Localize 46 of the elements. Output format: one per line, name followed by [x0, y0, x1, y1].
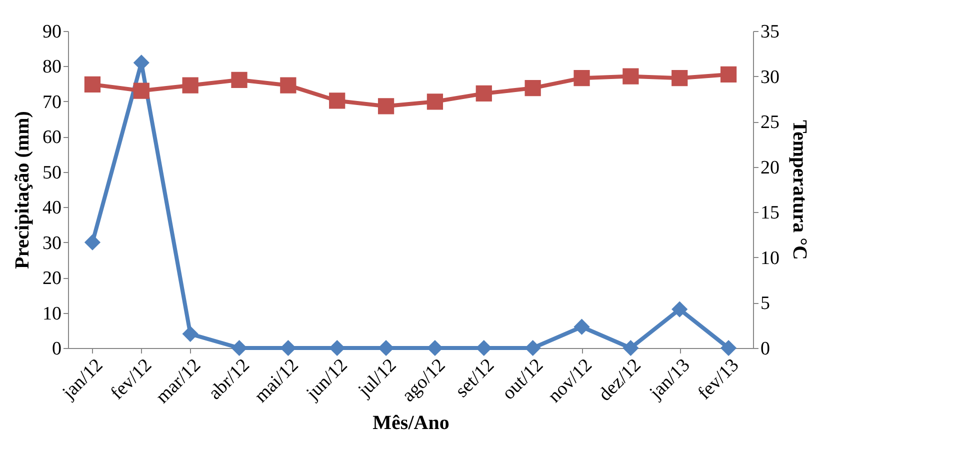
- y-tick-label: 70: [42, 92, 62, 113]
- point: [622, 340, 639, 356]
- point: [574, 70, 590, 86]
- point: [672, 301, 688, 318]
- point: [133, 82, 150, 99]
- y2-tick-label: 10: [760, 248, 780, 269]
- y-axis-title: Precipitação (mm): [12, 111, 34, 269]
- y2-tick-label: 25: [760, 112, 780, 134]
- y2-tick-label: 35: [760, 22, 780, 42]
- point: [622, 68, 639, 84]
- y2-tick-label: 5: [760, 293, 770, 314]
- y-tick-label: 60: [42, 127, 62, 148]
- point: [476, 340, 492, 356]
- point: [84, 76, 101, 92]
- point: [182, 77, 198, 94]
- y2-tick-label: 20: [760, 157, 780, 178]
- y-tick-label: 90: [42, 22, 62, 42]
- point: [84, 234, 101, 250]
- y-tick-label: 30: [42, 232, 62, 254]
- point: [280, 77, 296, 94]
- point: [426, 94, 444, 110]
- point: [231, 72, 248, 88]
- point: [720, 66, 737, 83]
- point: [574, 318, 590, 335]
- point: [476, 85, 492, 102]
- y2-tick-label: 30: [760, 66, 780, 88]
- point: [524, 340, 541, 356]
- y2-axis-title: Temperatura °C: [788, 120, 810, 260]
- point: [182, 326, 198, 342]
- y-tick-label: 20: [42, 268, 62, 290]
- y-tick-label: 50: [42, 162, 62, 184]
- y2-tick-label: 0: [760, 338, 770, 360]
- x-axis-title: Mês/Ano: [372, 412, 450, 434]
- point: [720, 340, 737, 356]
- y-tick-label: 0: [52, 338, 62, 360]
- y-tick-label: 80: [42, 56, 62, 78]
- point: [280, 340, 296, 356]
- y-tick-label: 10: [42, 303, 62, 324]
- point: [231, 340, 248, 356]
- point: [524, 80, 541, 96]
- point: [329, 340, 346, 356]
- y-tick-label: 40: [42, 198, 62, 219]
- point: [672, 70, 688, 86]
- point: [378, 98, 394, 114]
- point: [329, 92, 346, 109]
- y2-tick-label: 15: [760, 202, 780, 224]
